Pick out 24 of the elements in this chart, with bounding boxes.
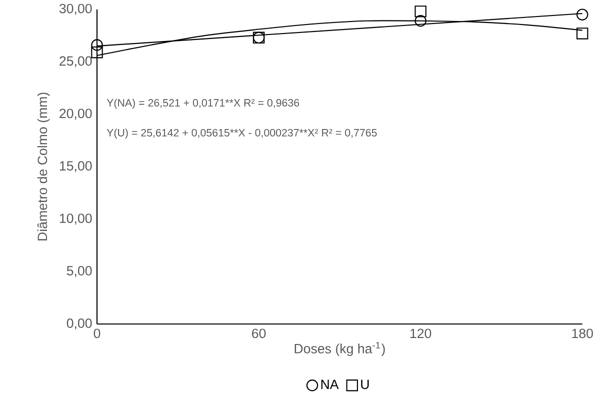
- point: [414, 15, 426, 27]
- point: [91, 46, 103, 58]
- y-axis-title: Diâmetro de Colmo (mm): [37, 92, 50, 240]
- y-tick-label: 0,00: [66, 318, 92, 330]
- y-tick-label: 10,00: [60, 214, 92, 225]
- y-tick-label: 30,00: [59, 4, 92, 15]
- x-tick-label: 180: [572, 328, 593, 338]
- point: [576, 8, 588, 20]
- annotation: Y(U) = 25,6142 + 0,05615**X: [106, 128, 246, 139]
- x-axis-title: Doses (kg ha$^{-1}$): [294, 342, 385, 356]
- y-tick-label: 25,00: [60, 56, 92, 68]
- y-tick-label: 5,00: [66, 266, 92, 278]
- x-tick-label: 60: [252, 328, 266, 338]
- point: [91, 39, 103, 51]
- legend-label: U: [361, 380, 369, 390]
- legend-label: NA: [321, 380, 339, 389]
- annotation: - 0,000237**X² R² = 0,7765: [248, 128, 377, 138]
- point: [576, 28, 588, 40]
- x-tick-label: 0: [94, 328, 100, 338]
- y-tick-label: 15,00: [60, 161, 92, 172]
- point: [414, 6, 426, 18]
- y-tick-label: 20,00: [60, 108, 92, 120]
- annotation: Y(NA) = 26,521 + 0,0171**X R² = 0,9636: [106, 98, 300, 109]
- x-tick-label: 120: [410, 328, 432, 338]
